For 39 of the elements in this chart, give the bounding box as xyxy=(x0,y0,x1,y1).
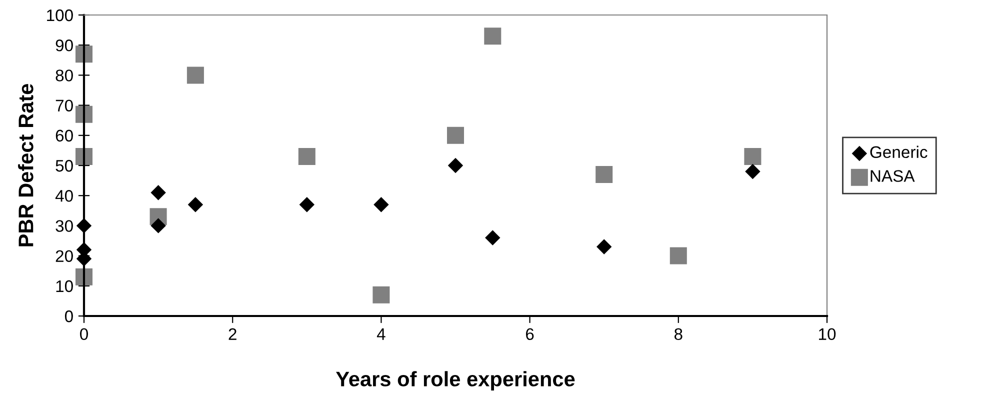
y-tick-label: 80 xyxy=(56,70,73,82)
y-tick-label: 50 xyxy=(56,160,73,172)
point xyxy=(298,148,316,165)
point xyxy=(745,164,760,180)
x-axis-title: Years of role experience xyxy=(336,371,575,391)
y-tick-label: 60 xyxy=(56,130,73,142)
point xyxy=(299,197,315,212)
point xyxy=(744,148,762,165)
y-tick-label: 0 xyxy=(64,310,73,322)
y-tick-label: 40 xyxy=(55,190,73,202)
point xyxy=(150,218,166,234)
y-tick-label: 20 xyxy=(56,250,73,262)
y-axis-title: PBR Defect Rate xyxy=(18,84,34,246)
point xyxy=(150,184,166,200)
legend-label: Generic xyxy=(870,146,928,158)
x-tick-label: 4 xyxy=(376,328,386,340)
point xyxy=(484,28,502,45)
x-tick-label: 10 xyxy=(819,328,836,340)
y-tick-label: 30 xyxy=(56,220,73,232)
y-tick-label: 100 xyxy=(47,9,73,22)
point xyxy=(448,158,464,174)
point xyxy=(596,166,613,184)
point xyxy=(372,286,390,304)
point xyxy=(596,239,612,254)
point xyxy=(76,218,92,234)
x-tick-label: 0 xyxy=(80,328,88,340)
x-tick-label: 6 xyxy=(526,328,534,340)
x-tick-label: 8 xyxy=(674,328,682,340)
point xyxy=(670,247,687,264)
legend-label: NASA xyxy=(870,170,915,182)
point xyxy=(186,66,204,84)
point xyxy=(446,126,464,144)
y-tick-label: 10 xyxy=(56,280,73,292)
y-tick-label: 70 xyxy=(56,100,73,112)
x-tick-label: 2 xyxy=(228,328,236,340)
y-tick-label: 90 xyxy=(56,40,73,52)
point xyxy=(374,197,389,212)
point xyxy=(188,197,204,212)
point xyxy=(485,230,500,246)
